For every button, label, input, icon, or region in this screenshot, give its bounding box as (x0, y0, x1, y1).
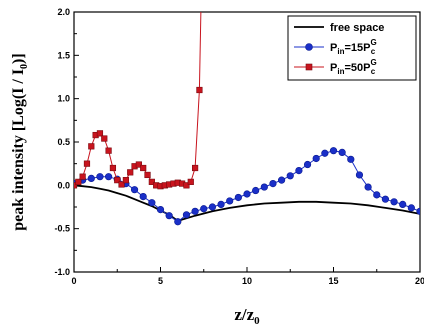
y-tick-label: 0.5 (57, 137, 70, 147)
y-tick-label: 1.5 (57, 50, 70, 60)
data-point-pin-50 (74, 182, 78, 189)
data-point-pin-50 (109, 164, 117, 172)
legend: free space Pin=15PG c Pin=50PG c (287, 15, 417, 81)
data-point-pin-15 (381, 195, 390, 203)
data-point-pin-15 (148, 199, 156, 207)
data-point-pin-15 (182, 211, 191, 219)
data-point-pin-15 (200, 205, 208, 213)
data-point-pin-15 (407, 204, 415, 212)
data-point-pin-15 (130, 186, 139, 194)
data-point-pin-15 (355, 171, 364, 179)
legend-label-50: Pin=50PG c (330, 58, 377, 76)
data-point-pin-50 (96, 130, 104, 137)
data-point-pin-50 (148, 178, 155, 185)
y-axis-title: peak intensity [Log(I / I0)] (10, 53, 30, 230)
data-point-pin-15 (303, 160, 312, 169)
data-point-pin-15 (165, 212, 173, 220)
data-point-pin-50 (192, 164, 199, 172)
data-point-pin-15 (399, 200, 407, 208)
x-tick-label: 10 (242, 276, 252, 286)
data-point-pin-15 (226, 197, 234, 205)
data-point-pin-50 (187, 178, 194, 185)
data-point-pin-50 (144, 171, 151, 179)
y-tick-label: -0.5 (54, 224, 70, 234)
data-point-pin-50 (196, 86, 203, 94)
data-point-pin-15 (321, 149, 329, 157)
data-point-pin-15 (243, 190, 251, 198)
data-point-pin-15 (278, 176, 286, 184)
data-point-pin-50 (127, 169, 134, 176)
x-tick-label: 0 (71, 276, 76, 286)
legend-label-free-space: free space (330, 22, 384, 34)
data-point-pin-50 (79, 173, 86, 180)
data-point-pin-15 (416, 207, 420, 215)
data-point-pin-15 (286, 172, 294, 180)
data-point-pin-50 (88, 143, 95, 150)
data-point-pin-15 (217, 200, 225, 208)
y-tick-label: 0.0 (57, 180, 70, 190)
x-tick-label: 20 (415, 276, 424, 286)
data-point-pin-15 (338, 148, 346, 156)
legend-label-15: Pin=15PG c (330, 38, 377, 56)
data-point-pin-15 (295, 167, 303, 175)
series-line-free-space (74, 184, 420, 222)
y-tick-label: 2.0 (57, 7, 70, 17)
y-tick-label: -1.0 (54, 267, 70, 277)
data-point-pin-15 (312, 154, 320, 163)
data-point-pin-50 (118, 181, 125, 188)
data-point-pin-15 (260, 183, 268, 191)
y-tick-label: 1.0 (57, 94, 70, 104)
data-point-pin-15 (208, 203, 216, 211)
data-point-pin-15 (373, 191, 381, 199)
data-point-pin-50 (75, 178, 82, 185)
data-point-pin-50 (101, 135, 108, 142)
data-point-pin-15 (390, 198, 398, 206)
data-point-pin-15 (104, 173, 113, 181)
data-point-pin-15 (139, 193, 147, 201)
data-point-pin-15 (347, 155, 355, 163)
data-point-pin-15 (234, 193, 242, 202)
data-point-pin-15 (174, 218, 182, 226)
data-point-pin-50 (135, 161, 142, 168)
data-point-pin-50 (140, 164, 147, 172)
legend-marker-50 (305, 63, 313, 71)
data-point-pin-50 (183, 182, 190, 189)
data-point-pin-15 (252, 186, 260, 195)
data-point-pin-50 (83, 160, 91, 167)
x-tick-label: 5 (158, 276, 163, 286)
data-point-pin-50 (122, 177, 129, 184)
data-point-pin-15 (191, 207, 199, 215)
legend-marker-15 (305, 43, 313, 51)
data-point-pin-50 (105, 147, 112, 154)
x-tick-label: 15 (328, 276, 338, 286)
data-point-pin-15 (364, 183, 372, 191)
data-point-pin-15 (87, 174, 95, 182)
data-point-pin-15 (96, 173, 104, 181)
data-point-pin-50 (114, 177, 121, 184)
x-axis-title: z/z0 (234, 305, 260, 327)
data-point-pin-15 (156, 206, 165, 214)
data-point-pin-15 (269, 180, 277, 188)
data-point-pin-15 (329, 147, 338, 155)
